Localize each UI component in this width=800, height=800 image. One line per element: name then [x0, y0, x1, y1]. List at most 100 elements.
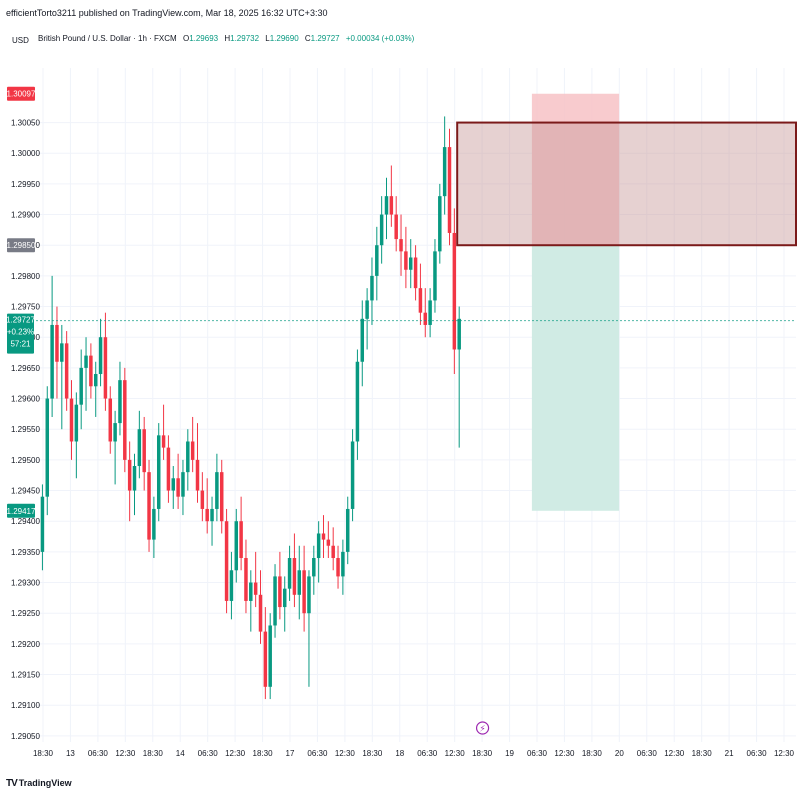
candle-up: [229, 551, 234, 620]
candle-down: [89, 343, 93, 399]
candle-body: [190, 441, 195, 460]
candle-up: [316, 521, 321, 583]
x-tick-label: 06:30: [307, 749, 328, 758]
ohlc-high-key: H: [224, 34, 231, 43]
y-tick-label: 1.29450: [11, 487, 40, 496]
candle-down: [108, 386, 113, 454]
candle-body: [370, 275, 374, 301]
candle-up: [312, 545, 316, 595]
candle-down: [278, 551, 282, 620]
time-axis: 18:30 13 06:30 12:30 18:30 14 06:30 12:30 18:30 1…: [33, 749, 795, 758]
candle-up: [268, 613, 272, 700]
price-badges: 1.30097 1.29850 1.29727 +0.23% 57:21 1.29417: [6, 86, 36, 518]
x-tick-label: 12:30: [225, 749, 246, 758]
candle-body: [84, 355, 88, 368]
candle-body: [394, 214, 398, 240]
x-tick-label: 12:30: [664, 749, 685, 758]
candle-down: [326, 521, 331, 559]
candle-body: [127, 459, 132, 491]
zone-price-badge-text: 1.29850: [7, 241, 36, 250]
x-tick-label: 12:30: [554, 749, 575, 758]
candle-body: [195, 459, 200, 491]
candle-up: [370, 257, 374, 325]
stop-price-badge-bg: [7, 86, 35, 101]
candle-body: [282, 588, 287, 608]
candle-up: [307, 570, 311, 687]
stop-loss-zone: [531, 93, 620, 246]
candle-down: [292, 533, 297, 608]
candle-body: [384, 196, 389, 215]
candle-up: [375, 226, 379, 301]
candle-body: [103, 337, 108, 399]
candle-body: [147, 472, 151, 540]
candle-up: [74, 392, 79, 479]
candle-body: [350, 441, 355, 509]
candle-body: [418, 288, 423, 313]
candle-body: [156, 435, 161, 509]
x-tick-label: 18:30: [692, 749, 713, 758]
candle-body: [93, 374, 98, 387]
candle-body: [321, 533, 326, 540]
candle-body: [176, 478, 180, 497]
ohlc-open-value: 1.29693: [189, 34, 219, 43]
candle-up: [442, 116, 447, 215]
candle-body: [365, 300, 369, 319]
candle-body: [341, 551, 345, 577]
candle-down: [244, 539, 248, 614]
tradingview-logo[interactable]: TV TradingView: [6, 778, 72, 789]
candle-up: [93, 361, 98, 417]
candle-body: [200, 490, 205, 509]
candle-body: [292, 558, 297, 595]
x-tick-label: 18:30: [33, 749, 54, 758]
candle-down: [404, 226, 408, 289]
candle-down: [123, 367, 127, 473]
stop-price-badge: 1.30097: [7, 86, 36, 101]
candle-down: [413, 245, 418, 301]
candle-down: [418, 263, 423, 325]
zone-price-badge-bg: [7, 238, 35, 253]
candle-body: [258, 594, 263, 632]
zone-price-badge: 1.29850: [7, 238, 36, 253]
candle-body: [312, 558, 316, 577]
symbol-title: British Pound / U.S. Dollar · 1h · FXCM: [38, 34, 177, 43]
candle-down: [336, 545, 340, 589]
candle-down: [224, 508, 229, 614]
x-tick-label: 12:30: [115, 749, 136, 758]
candle-down: [55, 306, 59, 399]
candle-body: [399, 239, 403, 252]
candle-body: [234, 521, 239, 571]
candle-body: [215, 472, 219, 509]
x-tick-label: 21: [725, 749, 734, 758]
currency-label[interactable]: USD: [12, 36, 29, 45]
candle-up: [384, 177, 389, 240]
y-tick-label: 1.29050: [11, 732, 40, 741]
x-tick-label: 06:30: [198, 749, 219, 758]
candle-up: [360, 300, 365, 387]
x-tick-label: 12:30: [445, 749, 466, 758]
candle-body: [452, 232, 457, 350]
x-tick-label: 06:30: [747, 749, 768, 758]
candle-up: [379, 196, 384, 264]
event-marker-icon: ⚡: [475, 721, 490, 735]
y-tick-label: 1.29350: [11, 548, 40, 557]
candle-body: [438, 196, 442, 252]
candle-body: [123, 380, 127, 460]
candle-body: [413, 257, 418, 289]
candle-body: [326, 539, 331, 546]
candle-down: [205, 478, 209, 534]
candle-up: [79, 349, 83, 430]
candle-up: [98, 318, 103, 387]
candle-up: [345, 496, 350, 565]
candle-down: [103, 312, 108, 411]
candle-body: [287, 558, 292, 589]
tradingview-logo-text: TradingView: [18, 778, 72, 788]
current-price-badge-bg: [7, 313, 34, 354]
candle-body: [171, 478, 176, 491]
candle-body: [297, 570, 302, 595]
candle-body: [433, 251, 437, 301]
candle-up: [350, 429, 355, 522]
candle-body: [375, 245, 379, 276]
symbol-legend[interactable]: British Pound / U.S. Dollar · 1h · FXCM …: [38, 34, 414, 43]
candle-up: [408, 239, 413, 289]
